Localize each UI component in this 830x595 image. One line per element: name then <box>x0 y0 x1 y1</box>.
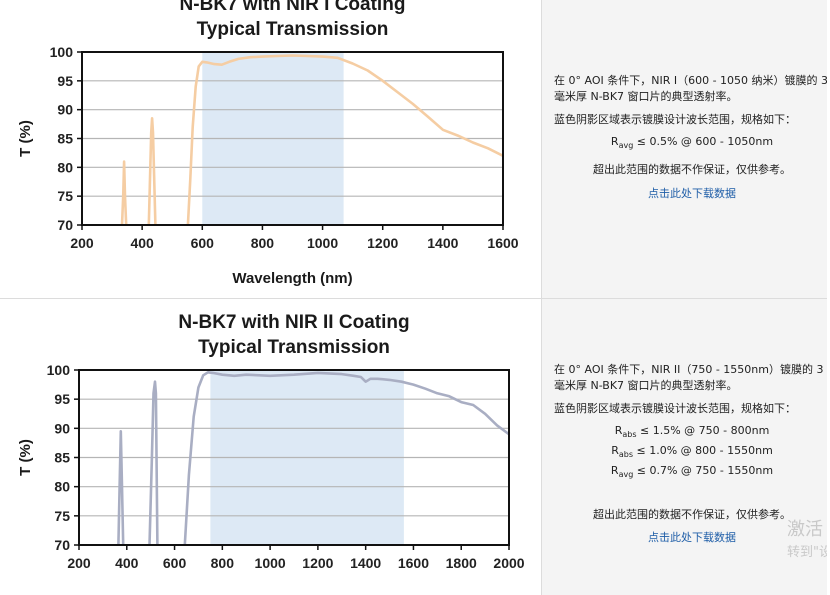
spec-subscript: abs <box>618 450 633 459</box>
y-tick-label: 70 <box>57 217 73 233</box>
y-tick-label: 95 <box>54 391 70 407</box>
x-tick-label: 200 <box>67 555 91 571</box>
disclaimer: 超出此范围的数据不作保证，仅供参考。 <box>593 163 791 176</box>
x-tick-label: 600 <box>163 555 187 571</box>
x-tick-label: 1800 <box>446 555 477 571</box>
y-tick-label: 80 <box>57 159 73 175</box>
series-line <box>117 430 125 545</box>
spec-value: ≤ 1.0% @ 800 - 1550nm <box>633 444 773 457</box>
x-tick-label: 800 <box>251 235 275 251</box>
series-line <box>186 54 503 225</box>
activation-watermark-line2: 转到"设 <box>787 545 830 560</box>
description-block-nir1: 在 0° AOI 条件下，NIR I（600 - 1050 纳米）镀膜的 3 毫… <box>554 73 830 202</box>
x-tick-label: 800 <box>211 555 235 571</box>
spec-symbol: R <box>610 135 619 148</box>
spec-subscript: abs <box>622 430 637 439</box>
description-text: 在 0° AOI 条件下，NIR II（750 - 1550nm）镀膜的 3 毫… <box>554 363 824 392</box>
page-right-edge <box>827 0 830 595</box>
x-tick-label: 1600 <box>487 235 518 251</box>
spec-line: Rabs ≤ 1.0% @ 800 - 1550nm <box>554 443 830 463</box>
x-tick-label: 2000 <box>493 555 524 571</box>
y-tick-label: 100 <box>47 362 71 378</box>
x-tick-label: 1400 <box>427 235 458 251</box>
x-tick-label: 600 <box>191 235 215 251</box>
chart-nir2: N-BK7 with NIR II Coating Typical Transmi… <box>17 312 525 571</box>
chart-cell-nir2: N-BK7 with NIR II Coating Typical Transmi… <box>0 299 541 595</box>
description-block-nir2: 在 0° AOI 条件下，NIR II（750 - 1550nm）镀膜的 3 毫… <box>554 362 830 546</box>
spec-value: ≤ 0.7% @ 750 - 1550nm <box>633 464 774 477</box>
spec-subscript: avg <box>618 470 634 479</box>
download-data-link[interactable]: 点击此处下载数据 <box>648 187 736 200</box>
x-tick-label: 1200 <box>302 555 333 571</box>
x-tick-label: 400 <box>130 235 154 251</box>
y-tick-label: 80 <box>54 479 70 495</box>
spec-list: Rabs ≤ 1.5% @ 750 - 800nm Rabs ≤ 1.0% @ … <box>554 423 830 483</box>
description-panel-nir2: 在 0° AOI 条件下，NIR II（750 - 1550nm）镀膜的 3 毫… <box>541 299 830 595</box>
x-tick-label: 400 <box>115 555 139 571</box>
download-data-link[interactable]: 点击此处下载数据 <box>648 531 736 544</box>
x-tick-label: 1600 <box>398 555 429 571</box>
y-tick-label: 75 <box>54 508 70 524</box>
spec-symbol: R <box>611 444 619 457</box>
chart-nir1: N-BK7 with NIR I Coating Typical Transmis… <box>17 0 519 287</box>
chart-title: N-BK7 with NIR I Coating <box>180 0 406 15</box>
series-line <box>147 117 157 225</box>
y-tick-label: 100 <box>50 44 74 60</box>
spec-line: Rabs ≤ 1.5% @ 750 - 800nm <box>554 423 830 443</box>
spec-line: Ravg ≤ 0.7% @ 750 - 1550nm <box>554 463 830 483</box>
y-tick-label: 85 <box>54 450 70 466</box>
series-line <box>148 380 159 545</box>
chart-subtitle: Typical Transmission <box>198 337 390 358</box>
y-tick-label: 75 <box>57 188 73 204</box>
chart-row-nir2: N-BK7 with NIR II Coating Typical Transmi… <box>0 299 830 595</box>
x-tick-label: 1000 <box>255 555 286 571</box>
y-axis-label: T (%) <box>17 120 34 157</box>
y-tick-label: 90 <box>57 102 73 118</box>
spec-value: ≤ 0.5% @ 600 - 1050nm <box>633 135 774 148</box>
band-note: 蓝色阴影区域表示镀膜设计波长范围，规格如下： <box>554 402 796 415</box>
y-tick-label: 85 <box>57 131 73 147</box>
activation-watermark-line1: 激活 <box>787 519 823 540</box>
spec-subscript: avg <box>618 141 634 150</box>
chart-row-nir1: N-BK7 with NIR I Coating Typical Transmis… <box>0 0 830 299</box>
chart-cell-nir1: N-BK7 with NIR I Coating Typical Transmis… <box>0 0 541 298</box>
disclaimer: 超出此范围的数据不作保证，仅供参考。 <box>593 508 791 521</box>
x-tick-label: 1200 <box>367 235 398 251</box>
spec-value: ≤ 1.5% @ 750 - 800nm <box>636 424 770 437</box>
band-note: 蓝色阴影区域表示镀膜设计波长范围，规格如下： <box>554 113 796 126</box>
x-axis-label: Wavelength (nm) <box>232 270 352 287</box>
series-line <box>120 160 128 225</box>
y-tick-label: 95 <box>57 73 73 89</box>
x-tick-label: 1000 <box>307 235 338 251</box>
chart-title: N-BK7 with NIR II Coating <box>178 312 409 333</box>
y-axis-label: T (%) <box>17 439 34 476</box>
spec-symbol: R <box>614 424 623 437</box>
description-text: 在 0° AOI 条件下，NIR I（600 - 1050 纳米）镀膜的 3 毫… <box>554 74 829 103</box>
x-tick-label: 1400 <box>350 555 381 571</box>
spec-list: Ravg ≤ 0.5% @ 600 - 1050nm <box>554 134 830 154</box>
y-tick-label: 70 <box>54 537 70 553</box>
spec-symbol: R <box>610 464 619 477</box>
spec-line: Ravg ≤ 0.5% @ 600 - 1050nm <box>554 134 830 154</box>
chart-subtitle: Typical Transmission <box>197 19 389 40</box>
y-tick-label: 90 <box>54 420 70 436</box>
description-panel-nir1: 在 0° AOI 条件下，NIR I（600 - 1050 纳米）镀膜的 3 毫… <box>541 0 829 298</box>
x-tick-label: 200 <box>70 235 94 251</box>
series-line <box>183 371 509 545</box>
